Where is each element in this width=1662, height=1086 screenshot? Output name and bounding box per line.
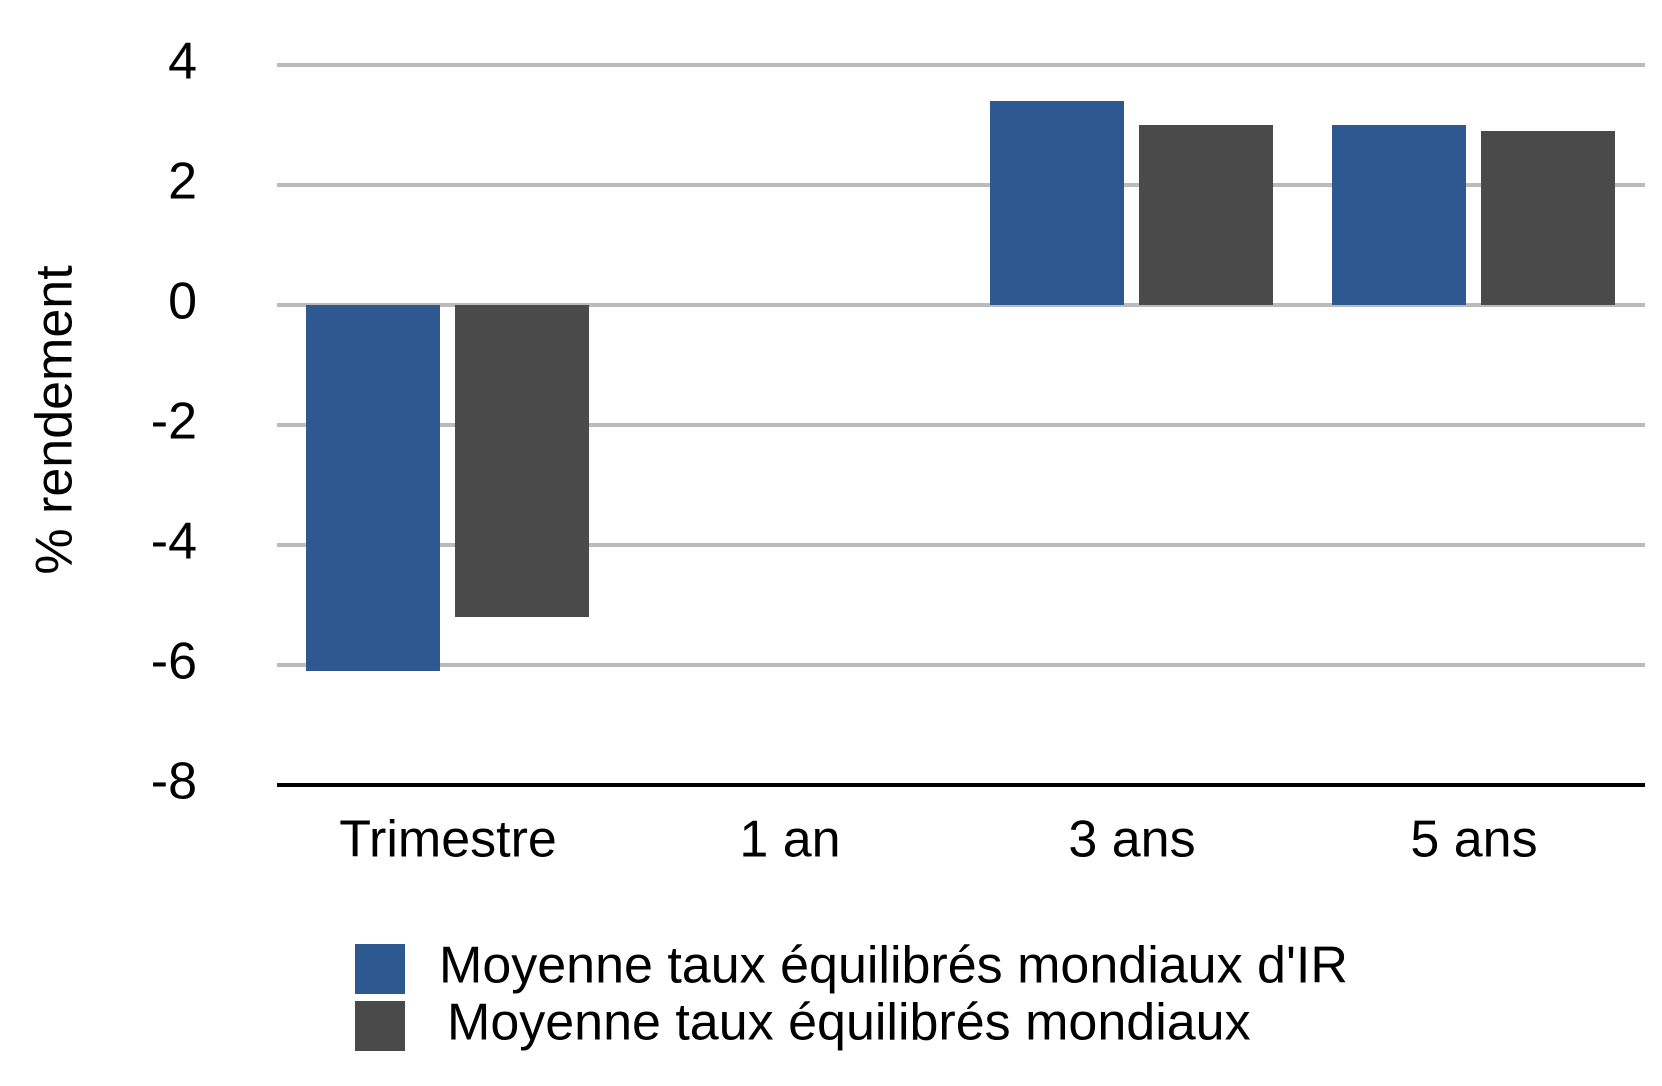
y-tick-label: 0 [168,273,197,331]
y-tick-label: -6 [151,633,197,691]
bar [306,305,440,671]
x-tick-label: 3 ans [1068,811,1195,869]
y-tick-label: -4 [151,513,197,571]
y-tick-label: -2 [151,393,197,451]
bar [1139,125,1273,305]
y-tick-label: 2 [168,153,197,211]
legend-swatch [355,1001,405,1051]
y-axis-label: % rendement [26,265,84,575]
legend-label: Moyenne taux équilibrés mondiaux [447,994,1251,1052]
bar [990,101,1124,305]
y-tick-label: -8 [151,753,197,811]
bar [1481,131,1615,305]
legend-label: Moyenne taux équilibrés mondiaux d'IR [439,937,1348,995]
x-tick-label: 1 an [739,811,840,869]
bar [1332,125,1466,305]
legend-swatch [355,944,405,994]
y-tick-label: 4 [168,33,197,91]
bar [455,305,589,617]
x-tick-label: 5 ans [1410,811,1537,869]
x-tick-label: Trimestre [339,811,557,869]
